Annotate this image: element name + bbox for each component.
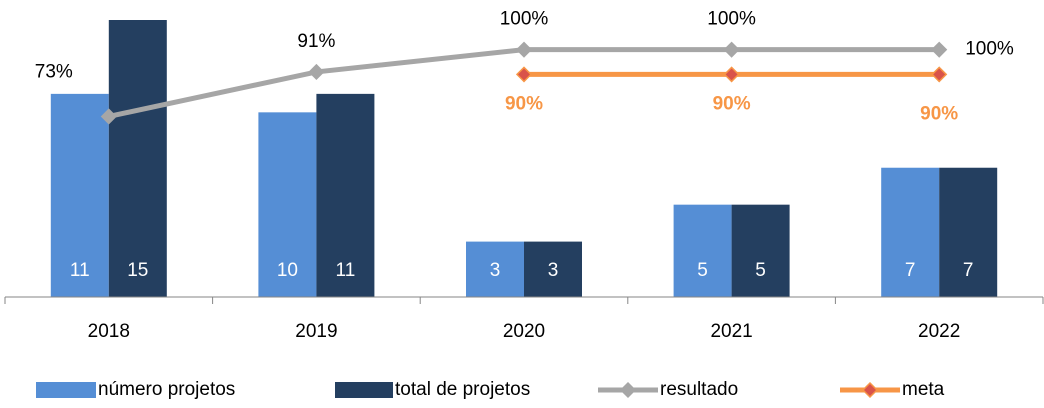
legend-label: número projetos [98, 379, 235, 400]
legend-label: total de projetos [395, 379, 530, 400]
bar-value-label: 7 [963, 260, 974, 281]
line-marker [931, 66, 948, 83]
legend-swatch [36, 382, 96, 398]
bar-value-label: 11 [70, 260, 90, 281]
bar-value-label: 7 [905, 260, 916, 281]
x-tick-label: 2020 [503, 321, 545, 342]
x-tick-label: 2022 [918, 321, 960, 342]
bar-value-label: 3 [490, 260, 501, 281]
bar [673, 204, 732, 297]
legend-swatch [335, 382, 393, 398]
bar-value-label: 10 [277, 260, 298, 281]
line-marker [931, 41, 948, 58]
line-value-label: 100% [965, 39, 1014, 60]
line-value-label: 90% [920, 103, 958, 124]
bar [50, 93, 109, 297]
legend-marker [619, 381, 637, 399]
bar [524, 241, 582, 297]
bar-value-label: 3 [548, 260, 559, 281]
line-marker [723, 66, 740, 83]
bar [466, 241, 524, 297]
bar-value-label: 15 [127, 260, 148, 281]
line-marker [100, 108, 117, 125]
line-value-label: 100% [707, 9, 756, 30]
bar [258, 112, 317, 297]
x-tick-label: 2021 [710, 321, 752, 342]
bar [881, 167, 940, 297]
bar-value-label: 5 [755, 260, 766, 281]
line-marker [723, 41, 740, 58]
line-value-label: 73% [35, 61, 73, 82]
bar-value-label: 11 [336, 260, 356, 281]
line-value-label: 90% [713, 93, 751, 114]
bar [108, 20, 167, 297]
line-value-label: 100% [500, 9, 549, 30]
x-tick-label: 2019 [295, 321, 337, 342]
line-value-label: 90% [505, 93, 543, 114]
line-value-label: 91% [297, 31, 335, 52]
line-marker [308, 63, 325, 80]
bar [731, 204, 790, 297]
x-tick-label: 2018 [88, 321, 130, 342]
bar-value-label: 5 [697, 260, 708, 281]
legend-marker [861, 381, 879, 399]
bar [939, 167, 998, 297]
legend-label: resultado [660, 379, 738, 400]
line-marker [515, 41, 533, 58]
bar [316, 93, 375, 297]
legend-label: meta [902, 379, 945, 400]
line-marker [515, 66, 533, 83]
